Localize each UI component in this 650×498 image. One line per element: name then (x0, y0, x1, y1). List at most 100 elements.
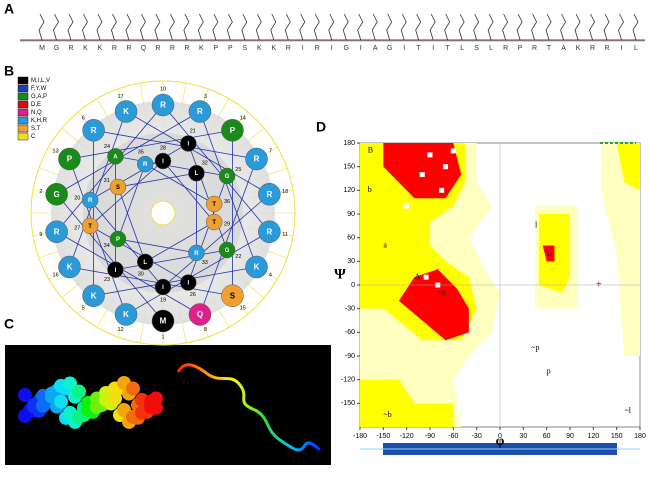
residue-letter: R (155, 45, 160, 52)
residue-letter: K (257, 45, 262, 52)
wheel-residue-letter: S (116, 185, 120, 191)
wheel-residue (45, 220, 68, 244)
wheel-residue-letter: S (230, 291, 236, 300)
y-tick-label: -150 (341, 400, 355, 407)
wheel-residue (180, 274, 197, 291)
legend-swatch (17, 124, 29, 133)
wheel-number: 16 (53, 272, 59, 278)
wheel-link (162, 160, 215, 223)
y-tick-label: 60 (347, 235, 355, 242)
allowed-region (616, 143, 640, 191)
wheel-number: 3 (204, 94, 207, 100)
residue-point (419, 172, 425, 178)
wheel-residue (107, 148, 124, 165)
y-tick-label: 120 (343, 187, 355, 194)
wheel-residue (136, 253, 154, 271)
wheel-link (69, 129, 233, 160)
side-chain (255, 13, 262, 41)
legend-swatch (17, 108, 29, 117)
side-chain (342, 13, 349, 41)
side-chain (328, 13, 335, 41)
wheel-number: 34 (104, 243, 110, 249)
wheel-residue-letter: R (197, 107, 203, 116)
side-chain (38, 13, 45, 41)
ribbon (176, 363, 322, 452)
atom (149, 391, 163, 406)
wheel-number: 29 (224, 222, 230, 228)
wheel-residue-letter: K (123, 107, 129, 116)
wheel-residue (188, 244, 205, 262)
wheel-number: 24 (104, 144, 110, 150)
atom (54, 394, 68, 409)
side-chain (197, 13, 204, 41)
y-tick-label: 0 (351, 282, 355, 289)
wheel-residue (58, 255, 81, 279)
wheel-link (56, 231, 201, 315)
wheel-number: 35 (138, 149, 144, 155)
wheel-link (93, 129, 257, 160)
wheel-residue-letter: I (162, 285, 164, 291)
wheel-number: 18 (282, 189, 288, 195)
residue-letter: R (590, 45, 595, 52)
wheel-residue (45, 182, 68, 206)
wheel-link (93, 266, 257, 297)
residue-letter: R (286, 45, 291, 52)
residue-letter: G (54, 45, 59, 52)
y-tick-label: -30 (345, 306, 355, 313)
wheel-link (56, 111, 201, 195)
side-chain (241, 13, 248, 41)
wheel-residue-letter: I (115, 268, 117, 274)
wheel-residue-letter: M (160, 317, 167, 326)
x-tick-label: -60 (448, 433, 458, 440)
wheel-number: 6 (82, 115, 85, 121)
wheel-residue (180, 135, 197, 152)
atom (72, 384, 86, 399)
residue-letter: R (532, 45, 537, 52)
residue-letter: G (387, 45, 392, 52)
wheel-residue (221, 284, 244, 307)
residue-letter: P (228, 45, 233, 52)
wheel-residue (114, 303, 138, 326)
wheel-residue-letter: K (254, 263, 260, 272)
wheel-residue-letter: G (225, 248, 230, 254)
side-chain (371, 13, 378, 41)
wheel-number: 10 (160, 86, 166, 92)
x-tick-label: -150 (376, 433, 390, 440)
wheel-residue-letter: L (195, 171, 199, 177)
side-chain (67, 13, 74, 41)
wheel-residue-letter: K (91, 291, 97, 300)
x-tick-label: -90 (425, 433, 435, 440)
wheel-number: 26 (190, 292, 196, 298)
wheel-residue (114, 100, 138, 123)
wheel-link (115, 155, 228, 177)
residue-letter: R (68, 45, 73, 52)
wheel-link (69, 158, 127, 315)
wheel-residue-letter: I (187, 142, 189, 148)
wheel-number: 1 (161, 334, 164, 340)
residue-point (427, 152, 433, 158)
wheel-link (69, 111, 127, 268)
wheel-residue (205, 213, 223, 231)
wheel-residue-letter: P (67, 155, 73, 164)
wheel-number: 11 (282, 232, 288, 238)
legend-label: N,Q (31, 110, 42, 116)
residue-letter: M (39, 45, 45, 52)
core-region (383, 143, 462, 199)
side-chain (516, 13, 523, 41)
wheel-residue (258, 220, 281, 244)
side-chain (545, 13, 552, 41)
wheel-number: 25 (235, 167, 241, 173)
legend-label: D,E (31, 102, 41, 108)
region-label: ~p (531, 343, 539, 352)
side-chain (82, 13, 88, 41)
y-tick-label: 150 (343, 164, 355, 171)
wheel-residue-letter: P (116, 237, 120, 243)
wheel-center (150, 200, 176, 226)
side-chain (400, 13, 407, 41)
side-chain (96, 13, 103, 41)
wheel-residue (82, 284, 105, 307)
wheel-link (89, 225, 189, 283)
wheel-link (89, 160, 164, 227)
wheel-residue-letter: P (230, 126, 236, 135)
wheel-number: 30 (138, 272, 144, 278)
